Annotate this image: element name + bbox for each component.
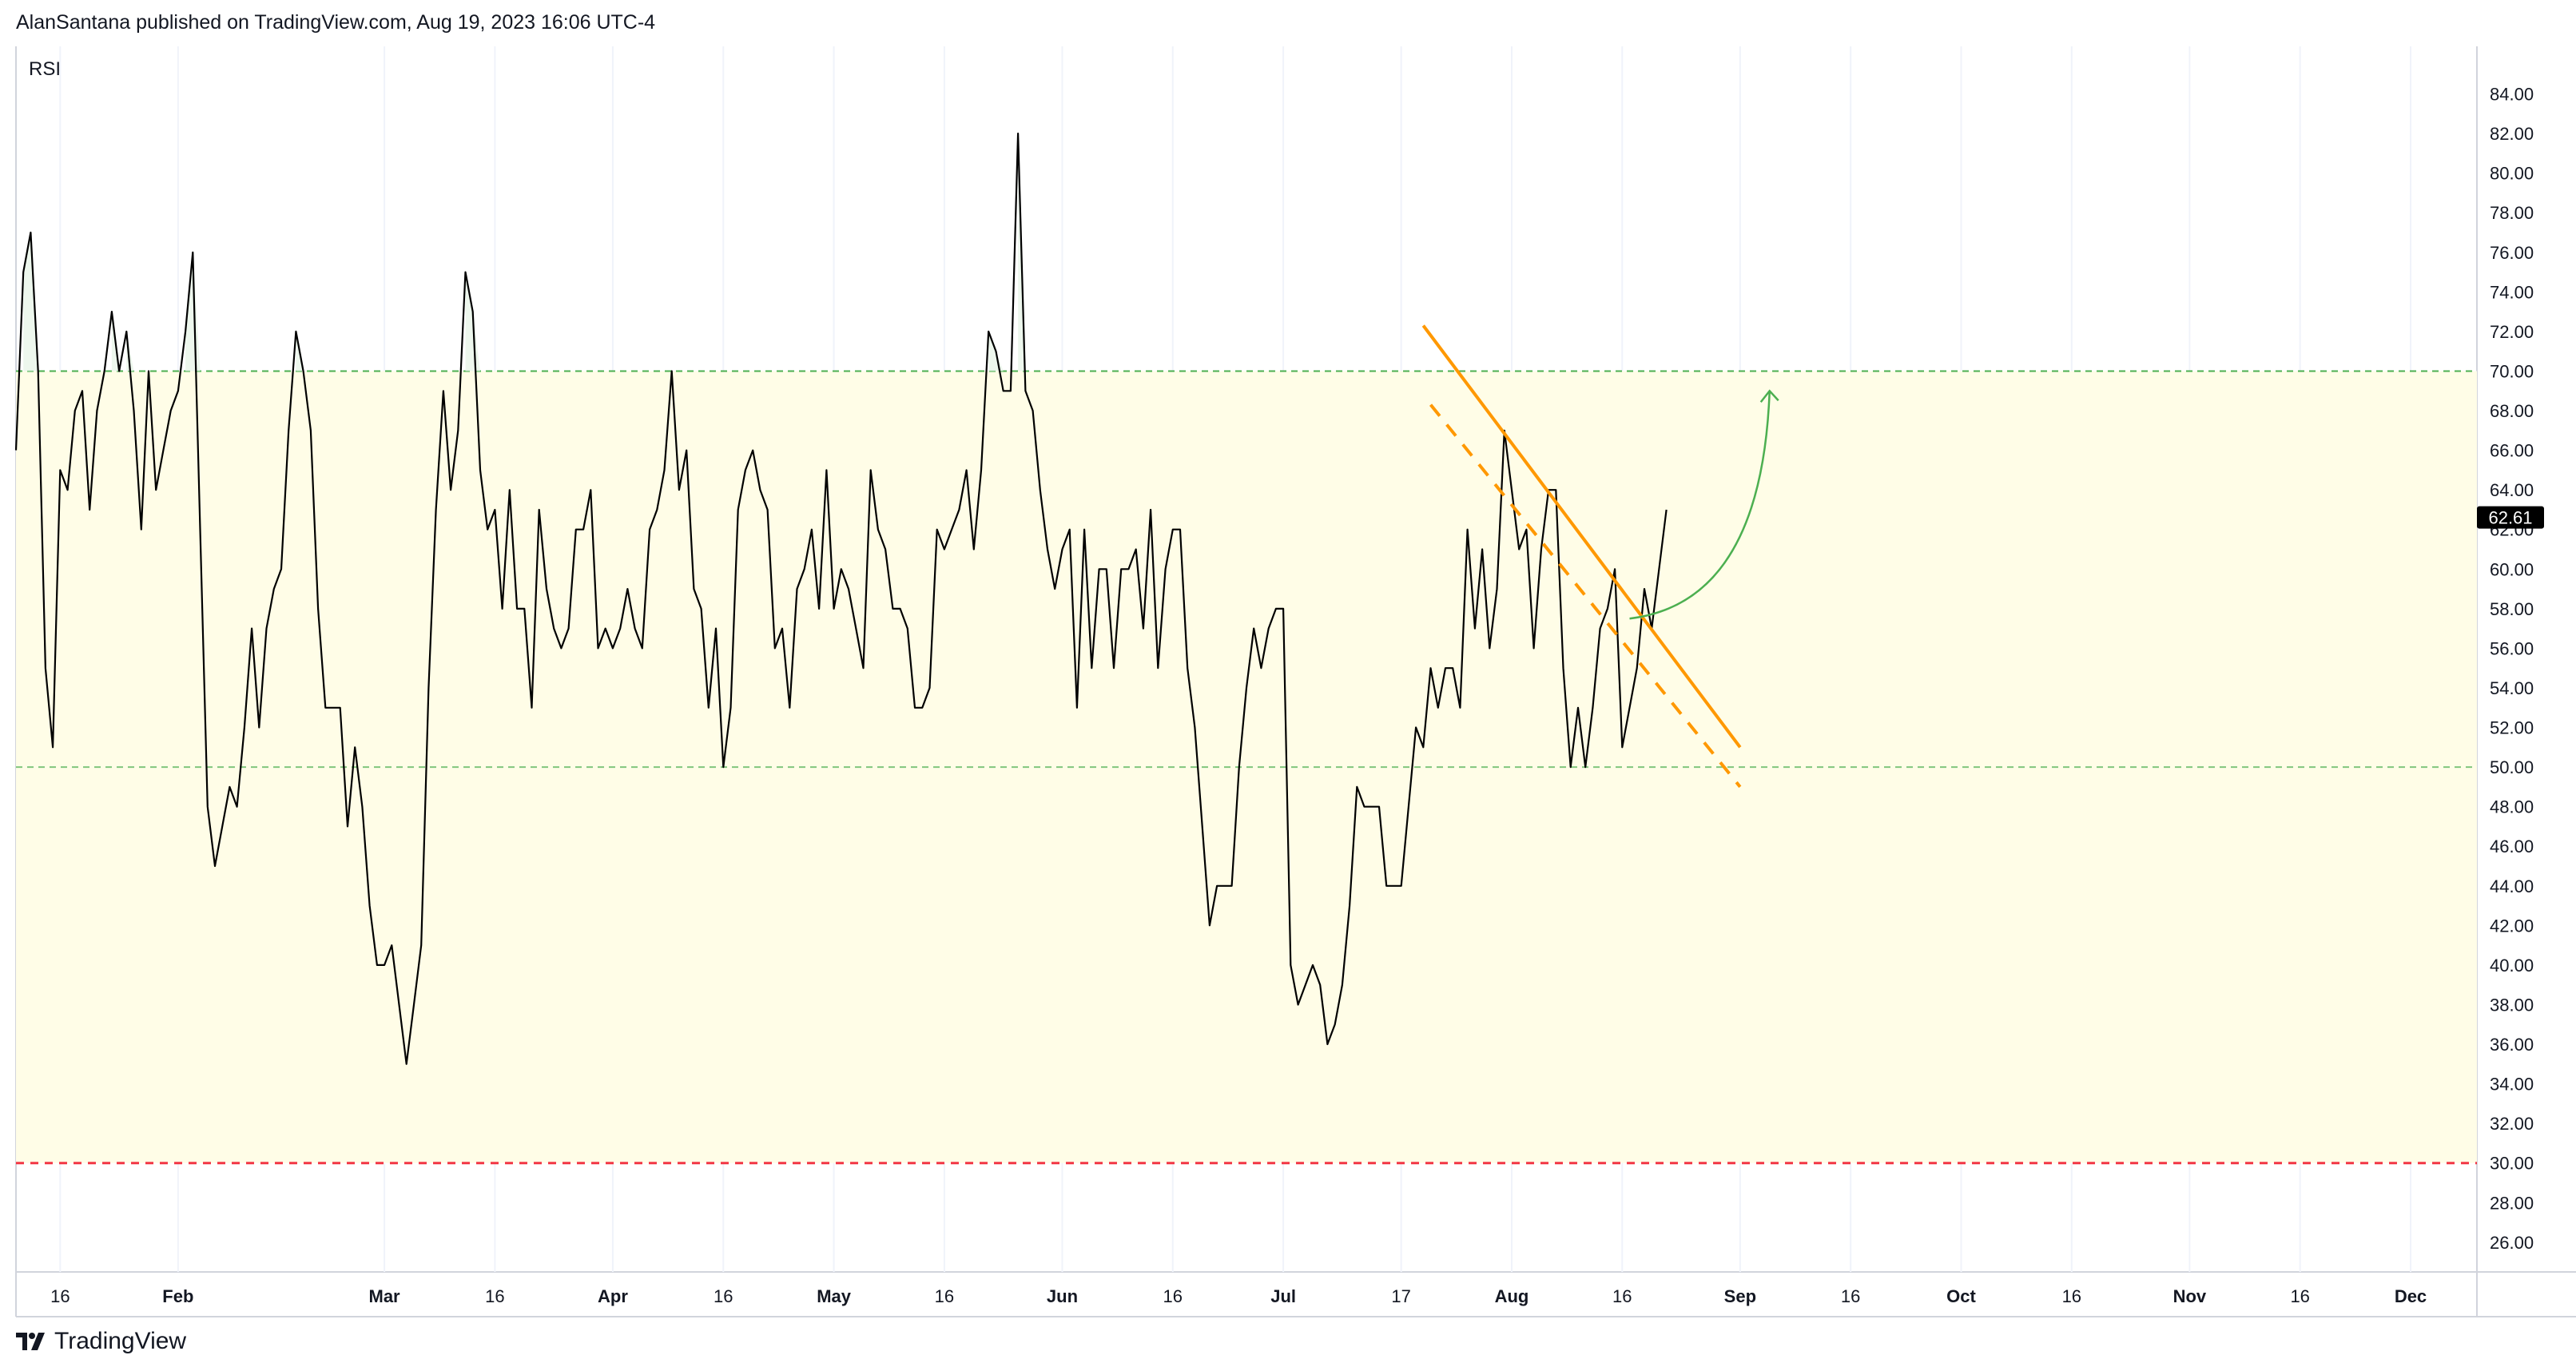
x-tick-label: Feb xyxy=(162,1286,193,1306)
x-tick-label: Aug xyxy=(1495,1286,1529,1306)
x-tick-label: 16 xyxy=(2290,1286,2309,1306)
y-tick-label: 34.00 xyxy=(2490,1075,2534,1095)
y-tick-label: 54.00 xyxy=(2490,678,2534,698)
y-tick-label: 76.00 xyxy=(2490,243,2534,263)
x-tick-label: 17 xyxy=(1391,1286,1410,1306)
x-tick-label: 16 xyxy=(2062,1286,2081,1306)
publisher-caption: AlanSantana published on TradingView.com… xyxy=(16,11,656,34)
y-tick-label: 68.00 xyxy=(2490,401,2534,421)
x-tick-label: 16 xyxy=(714,1286,733,1306)
y-tick-label: 80.00 xyxy=(2490,164,2534,184)
x-tick-label: 16 xyxy=(1612,1286,1632,1306)
y-tick-label: 82.00 xyxy=(2490,124,2534,144)
x-tick-label: 16 xyxy=(1841,1286,1860,1306)
y-tick-label: 52.00 xyxy=(2490,718,2534,738)
last-value-label: 62.61 xyxy=(2488,508,2532,528)
y-tick-label: 72.00 xyxy=(2490,322,2534,342)
projection-arrow xyxy=(1629,391,1771,620)
x-tick-label: Jun xyxy=(1047,1286,1078,1306)
x-tick-label: Apr xyxy=(598,1286,628,1306)
overbought-area xyxy=(185,252,201,372)
x-tick-label: 16 xyxy=(1163,1286,1183,1306)
tradingview-logo-icon xyxy=(16,1333,45,1350)
y-tick-label: 36.00 xyxy=(2490,1035,2534,1055)
x-tick-label: Oct xyxy=(1946,1286,1976,1306)
y-tick-label: 66.00 xyxy=(2490,441,2534,461)
indicator-label: RSI xyxy=(29,58,61,80)
x-tick-label: Dec xyxy=(2395,1286,2427,1306)
x-tick-label: Mar xyxy=(369,1286,401,1306)
rsi-series-line xyxy=(14,133,1668,1065)
y-tick-label: 42.00 xyxy=(2490,916,2534,936)
overbought-area xyxy=(23,232,38,372)
y-tick-label: 46.00 xyxy=(2490,837,2534,856)
tradingview-brand: TradingView xyxy=(54,1328,187,1354)
y-tick-label: 48.00 xyxy=(2490,797,2534,817)
y-tick-label: 56.00 xyxy=(2490,638,2534,658)
y-tick-label: 84.00 xyxy=(2490,85,2534,105)
x-tick-label: 16 xyxy=(50,1286,70,1306)
y-tick-label: 78.00 xyxy=(2490,203,2534,223)
trendline-dashed xyxy=(1429,403,1742,789)
y-tick-label: 38.00 xyxy=(2490,995,2534,1015)
x-tick-label: May xyxy=(817,1286,852,1306)
x-tick-label: Sep xyxy=(1724,1286,1756,1306)
y-tick-label: 70.00 xyxy=(2490,361,2534,381)
projection-arrow-head xyxy=(1759,389,1779,403)
x-tick-label: 16 xyxy=(935,1286,954,1306)
x-tick-label: Nov xyxy=(2173,1286,2207,1306)
y-tick-label: 40.00 xyxy=(2490,956,2534,976)
y-tick-label: 30.00 xyxy=(2490,1154,2534,1174)
trendline-solid xyxy=(1421,324,1742,749)
x-tick-label: 16 xyxy=(485,1286,504,1306)
overbought-area xyxy=(126,331,134,372)
y-tick-label: 28.00 xyxy=(2490,1193,2534,1213)
y-tick-label: 74.00 xyxy=(2490,282,2534,302)
x-tick-label: Jul xyxy=(1270,1286,1296,1306)
y-tick-label: 32.00 xyxy=(2490,1114,2534,1134)
y-tick-label: 60.00 xyxy=(2490,559,2534,579)
last-value-badge xyxy=(2477,506,2544,529)
y-tick-label: 44.00 xyxy=(2490,876,2534,896)
y-tick-label: 58.00 xyxy=(2490,599,2534,619)
y-tick-label: 50.00 xyxy=(2490,757,2534,777)
y-tick-label: 26.00 xyxy=(2490,1233,2534,1253)
footer: TradingView xyxy=(14,1328,186,1355)
y-tick-label: 64.00 xyxy=(2490,480,2534,500)
